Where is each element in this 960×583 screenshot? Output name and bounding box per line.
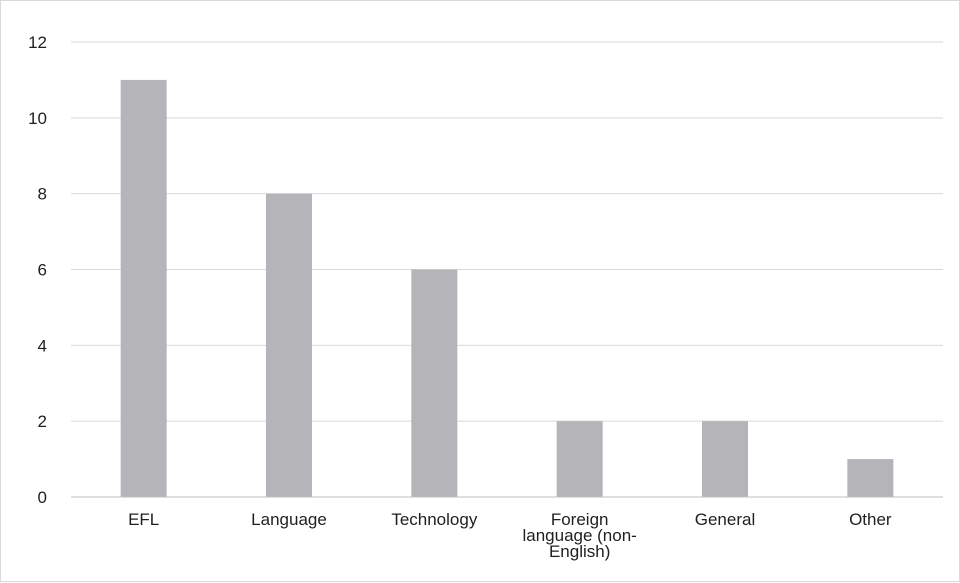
x-category-label-line: General (695, 510, 755, 529)
bar-1 (266, 193, 312, 497)
gridlines (71, 41, 943, 422)
y-tick-label: 2 (38, 412, 47, 431)
x-category-label-line: Technology (391, 510, 478, 529)
y-tick-label: 8 (38, 185, 47, 204)
y-tick-label: 0 (38, 488, 47, 507)
y-tick-labels: 0 2 4 6 8 10 12 (28, 33, 47, 507)
x-category-label-line: EFL (128, 510, 159, 529)
x-category-label-line: Language (251, 510, 327, 529)
bar-3 (556, 421, 603, 497)
bars (120, 79, 894, 498)
x-category-label-line: Other (849, 510, 892, 529)
x-category-labels: EFL Language Technology Foreign language (no… (128, 510, 892, 561)
y-tick-label: 4 (38, 336, 47, 355)
x-category-label-line: language (non- (522, 526, 636, 545)
x-category-label: Technology (391, 510, 478, 529)
y-tick-label: 6 (38, 261, 47, 280)
bar-0 (120, 79, 167, 498)
bar-5 (847, 459, 894, 497)
x-category-label: Foreign language (non-English) (522, 510, 636, 561)
x-category-label-line: English) (549, 542, 610, 561)
x-category-label: Language (251, 510, 327, 529)
x-category-label: General (695, 510, 755, 529)
x-category-label: Other (849, 510, 892, 529)
x-category-label-line: Foreign (551, 510, 609, 529)
x-category-label: EFL (128, 510, 159, 529)
y-tick-label: 10 (28, 109, 47, 128)
bar-2 (411, 269, 458, 497)
bar-4 (702, 421, 748, 497)
y-tick-label: 12 (28, 33, 47, 52)
